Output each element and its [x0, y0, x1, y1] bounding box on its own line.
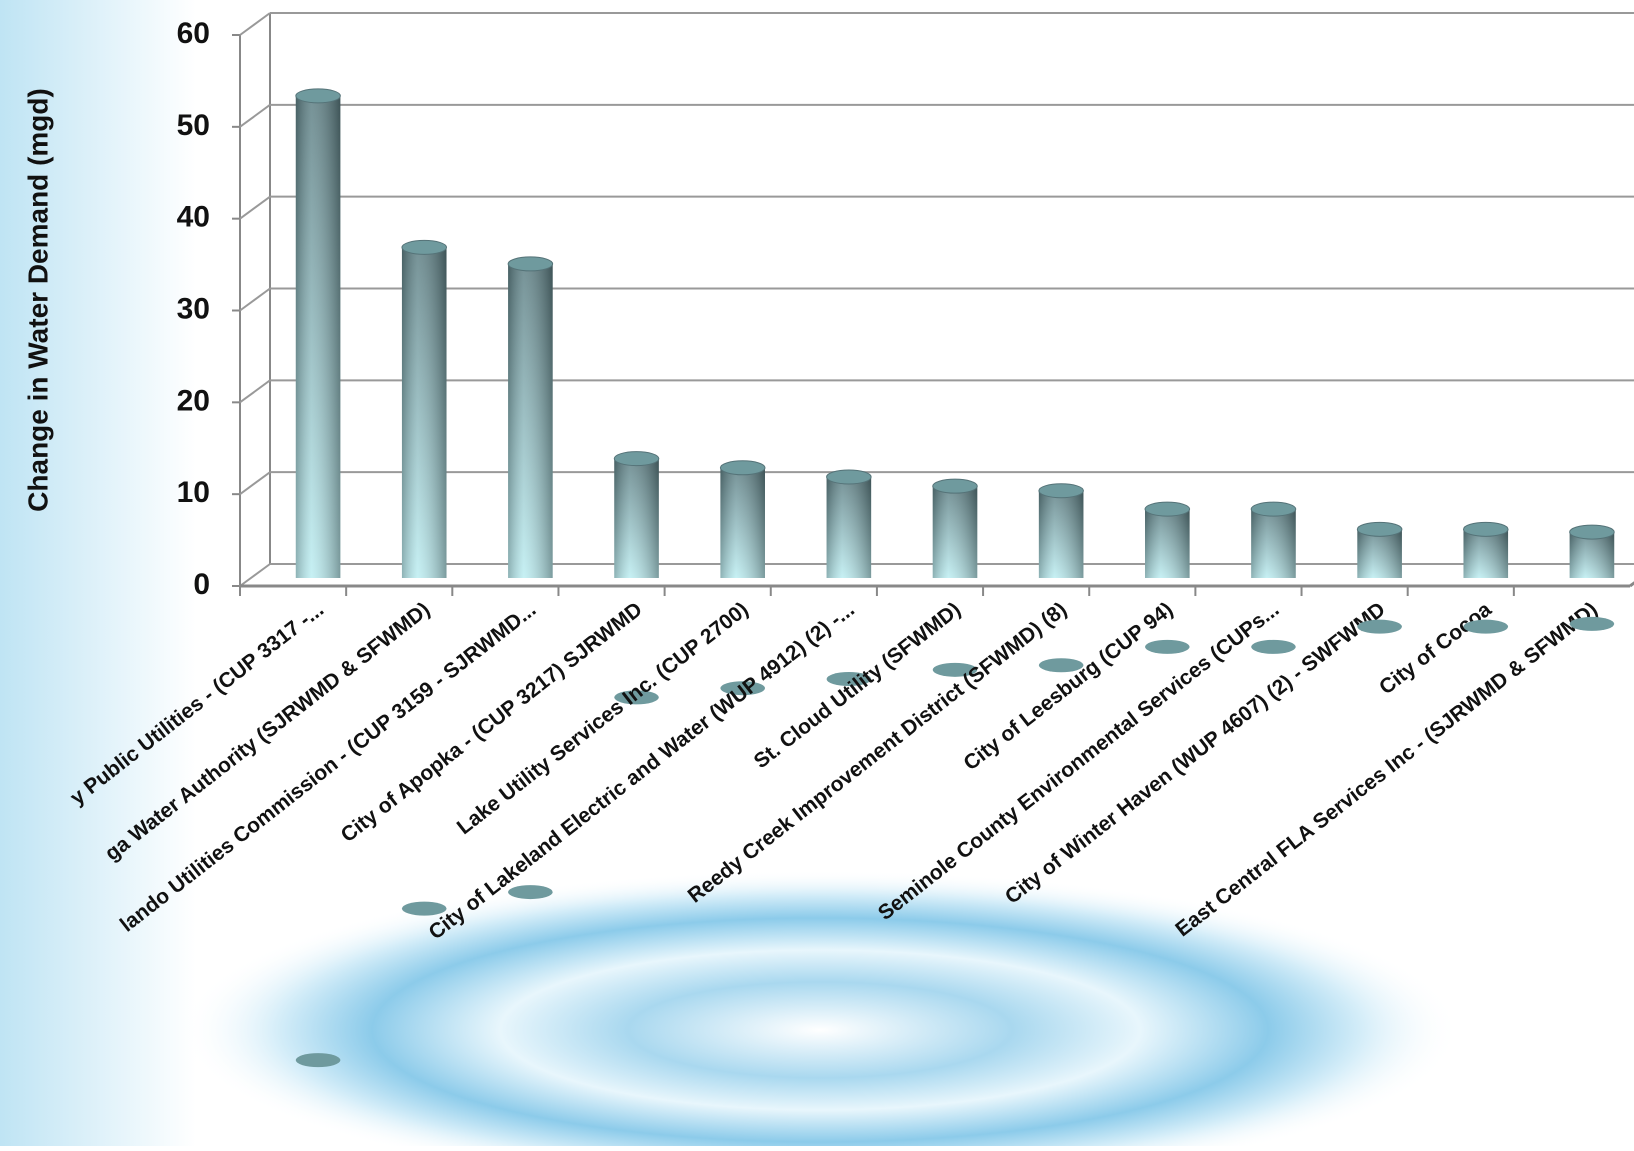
y-tick-label: 50 — [177, 109, 210, 142]
bar-base — [614, 690, 659, 705]
bar-cap — [932, 478, 978, 494]
grid-connector — [239, 104, 271, 128]
bar-base — [1357, 619, 1402, 634]
bar-cap — [1356, 521, 1403, 537]
bar-base — [295, 1053, 341, 1068]
bar-shade — [1251, 509, 1296, 578]
grid-connector — [239, 563, 271, 587]
bar-shade — [614, 458, 659, 578]
bar-shade — [1145, 509, 1190, 578]
grid-connector — [239, 12, 271, 36]
y-axis-label: Change in Water Demand (mgd) — [22, 88, 53, 512]
bar-cap — [826, 469, 872, 485]
bar-cap — [1250, 501, 1297, 517]
grid-connector — [239, 471, 271, 495]
bar-shade — [1569, 532, 1615, 578]
bar-shade — [932, 486, 978, 578]
y-tick-label: 60 — [177, 17, 210, 50]
bar-base — [1251, 639, 1296, 654]
bar-cap — [1462, 521, 1509, 537]
ripple — [180, 870, 1460, 1151]
grid-connector — [239, 287, 271, 312]
bar-cap — [613, 451, 660, 467]
bar-shade — [1038, 490, 1084, 578]
bar-shade — [1357, 529, 1402, 578]
grid-connector — [239, 195, 271, 220]
bar-cap — [401, 239, 448, 255]
bar-cap — [719, 460, 766, 476]
bar-base — [720, 681, 765, 696]
bar-base — [932, 662, 978, 677]
y-tick-label: 0 — [193, 568, 210, 601]
bar-cap — [1144, 501, 1191, 517]
bar-cap — [295, 88, 341, 104]
bar-cap — [1038, 483, 1084, 499]
bar-shade — [720, 467, 765, 578]
bar-base — [508, 885, 553, 900]
bar-base — [826, 672, 872, 687]
bar-base — [1145, 639, 1190, 654]
y-tick-label: 20 — [177, 384, 210, 417]
bar-shade — [508, 263, 553, 578]
bar-base — [1038, 658, 1084, 673]
bar-shade — [295, 95, 341, 578]
bar-shade — [401, 247, 447, 578]
y-tick-label: 30 — [177, 292, 210, 325]
y-tick-label: 10 — [177, 476, 210, 509]
bar-cap — [1569, 524, 1615, 540]
bar-base — [401, 901, 447, 916]
grid-connector — [239, 379, 271, 404]
bar-base — [1463, 619, 1509, 634]
bar-base — [1569, 616, 1615, 631]
y-tick-label: 40 — [177, 201, 210, 234]
bar-shade — [1463, 529, 1509, 578]
bar-shade — [826, 476, 872, 578]
bar-cap — [507, 256, 554, 272]
